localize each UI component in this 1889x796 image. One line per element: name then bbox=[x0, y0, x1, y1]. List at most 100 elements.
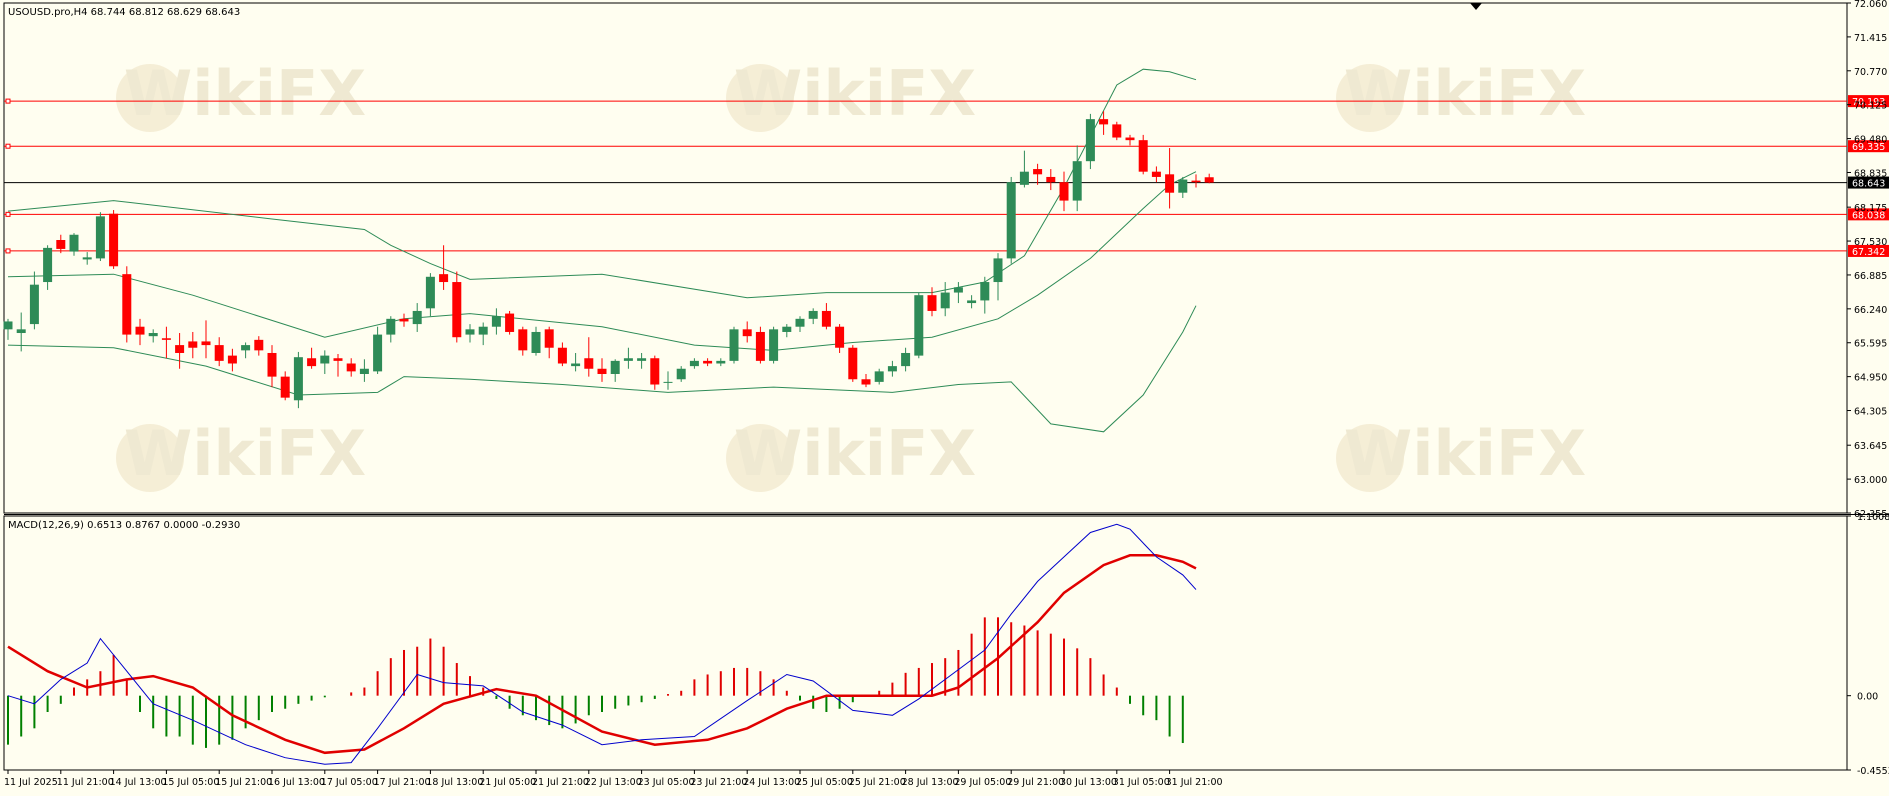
hline-price-label: 69.335 bbox=[1852, 142, 1885, 153]
candle-body bbox=[307, 358, 317, 367]
candle-body bbox=[161, 338, 171, 340]
axes: 72.060 71.415 70.770 70.125 69.480 68.835 68.1… bbox=[4, 0, 1889, 788]
candle-body bbox=[1204, 177, 1214, 183]
candle-body bbox=[267, 352, 277, 377]
candle-body bbox=[1019, 171, 1029, 185]
candle-body bbox=[175, 345, 185, 353]
candle-body bbox=[452, 282, 462, 338]
candle-body bbox=[1125, 137, 1135, 141]
macd-tick-label: -0.4553 bbox=[1857, 766, 1889, 777]
current-price-label: 68.643 bbox=[1852, 179, 1885, 190]
hline-handle[interactable] bbox=[5, 98, 11, 104]
candle-body bbox=[1059, 182, 1069, 201]
price-tick-label: 68.835 bbox=[1854, 168, 1887, 179]
time-tick-label: 23 Jul 21:00 bbox=[690, 777, 747, 788]
candle-body bbox=[940, 292, 950, 309]
candle-body bbox=[676, 368, 686, 380]
hline-price-label: 68.038 bbox=[1852, 210, 1885, 221]
candle-body bbox=[148, 333, 158, 337]
candle-body bbox=[386, 318, 396, 335]
time-tick-label: 18 Jul 13:00 bbox=[426, 777, 483, 788]
candle-body bbox=[1033, 169, 1043, 175]
watermark-text: WikiFX bbox=[1344, 57, 1586, 130]
time-tick-label: 28 Jul 13:00 bbox=[902, 777, 959, 788]
candle-body bbox=[980, 282, 990, 301]
time-tick-label: 11 Jul 2025 bbox=[4, 777, 58, 788]
time-tick-label: 16 Jul 13:00 bbox=[268, 777, 325, 788]
macd-info: MACD(12,26,9) 0.6513 0.8767 0.0000 -0.29… bbox=[8, 520, 240, 531]
candle-body bbox=[214, 345, 224, 361]
candle-body bbox=[1165, 174, 1175, 193]
macd-tick-label: 0.00 bbox=[1857, 692, 1878, 703]
candle-body bbox=[333, 358, 343, 361]
candle-body bbox=[69, 234, 79, 252]
candle-body bbox=[227, 355, 237, 364]
candle-body bbox=[346, 363, 356, 372]
watermark-text: WikiFX bbox=[124, 417, 366, 490]
hline-price-label: 70.193 bbox=[1852, 97, 1885, 108]
hline-handle[interactable] bbox=[5, 143, 11, 149]
hline-handle[interactable] bbox=[5, 248, 11, 254]
time-tick-label: 15 Jul 21:00 bbox=[215, 777, 272, 788]
candle-body bbox=[373, 334, 383, 372]
candle-body bbox=[755, 331, 765, 361]
price-tick-label: 67.530 bbox=[1854, 237, 1887, 248]
candle-body bbox=[703, 360, 713, 364]
hline-price-label: 67.342 bbox=[1852, 247, 1885, 258]
price-tick-label: 70.125 bbox=[1854, 101, 1887, 112]
candle-body bbox=[425, 276, 435, 309]
candle-body bbox=[571, 363, 581, 367]
candle-body bbox=[584, 358, 594, 369]
price-tick-label: 66.885 bbox=[1854, 271, 1887, 282]
macd-signal-line bbox=[7, 554, 1197, 755]
watermark-logo-icon bbox=[726, 64, 794, 132]
candle-body bbox=[795, 318, 805, 327]
candle-body bbox=[835, 326, 845, 348]
price-pane-frame bbox=[3, 2, 1848, 514]
time-tick-label: 24 Jul 13:00 bbox=[743, 777, 800, 788]
candle-body bbox=[650, 358, 660, 385]
candle-body bbox=[927, 295, 937, 311]
candle-body bbox=[293, 357, 303, 401]
candle-body bbox=[3, 321, 13, 330]
hline-price-label-bg bbox=[1848, 244, 1889, 257]
bollinger-middle-line bbox=[7, 171, 1197, 351]
time-tick-label: 25 Jul 05:00 bbox=[796, 777, 853, 788]
candle-body bbox=[201, 341, 211, 346]
time-tick-label: 17 Jul 05:00 bbox=[321, 777, 378, 788]
time-tick-label: 17 Jul 21:00 bbox=[374, 777, 431, 788]
time-tick-label: 31 Jul 21:00 bbox=[1166, 777, 1223, 788]
time-tick-label: 25 Jul 21:00 bbox=[849, 777, 906, 788]
price-tick-label: 69.480 bbox=[1854, 135, 1887, 146]
candle-body bbox=[716, 360, 726, 364]
watermark-logo-icon bbox=[1336, 64, 1404, 132]
price-tick-label: 64.305 bbox=[1854, 407, 1887, 418]
hline-price-label-bg bbox=[1848, 208, 1889, 221]
candle-body bbox=[821, 310, 831, 327]
candle-body bbox=[518, 329, 528, 351]
shift-marker-icon[interactable] bbox=[1470, 3, 1482, 10]
candle-body bbox=[914, 295, 924, 356]
candle-body bbox=[967, 300, 977, 304]
horizontal-lines[interactable]: 70.193 69.335 68.038 67.342 68.643 bbox=[4, 95, 1889, 258]
hline-handle[interactable] bbox=[5, 211, 11, 217]
candle-body bbox=[953, 287, 963, 293]
candle-body bbox=[1046, 176, 1056, 183]
time-tick-label: 14 Jul 13:00 bbox=[110, 777, 167, 788]
time-tick-label: 31 Jul 05:00 bbox=[1113, 777, 1170, 788]
hline-price-label-bg bbox=[1848, 95, 1889, 108]
candle-body bbox=[901, 352, 911, 367]
candle-body bbox=[637, 358, 647, 361]
candle-body bbox=[808, 310, 818, 319]
watermark-text: WikiFX bbox=[734, 417, 976, 490]
time-tick-label: 11 Jul 21:00 bbox=[57, 777, 114, 788]
watermark-text: WikiFX bbox=[734, 57, 976, 130]
watermark-logo-icon bbox=[1336, 424, 1404, 492]
time-tick-label: 23 Jul 05:00 bbox=[638, 777, 695, 788]
time-tick-label: 15 Jul 05:00 bbox=[162, 777, 219, 788]
candle-body bbox=[1112, 124, 1122, 138]
time-tick-label: 21 Jul 21:00 bbox=[532, 777, 589, 788]
candle-body bbox=[439, 274, 449, 283]
